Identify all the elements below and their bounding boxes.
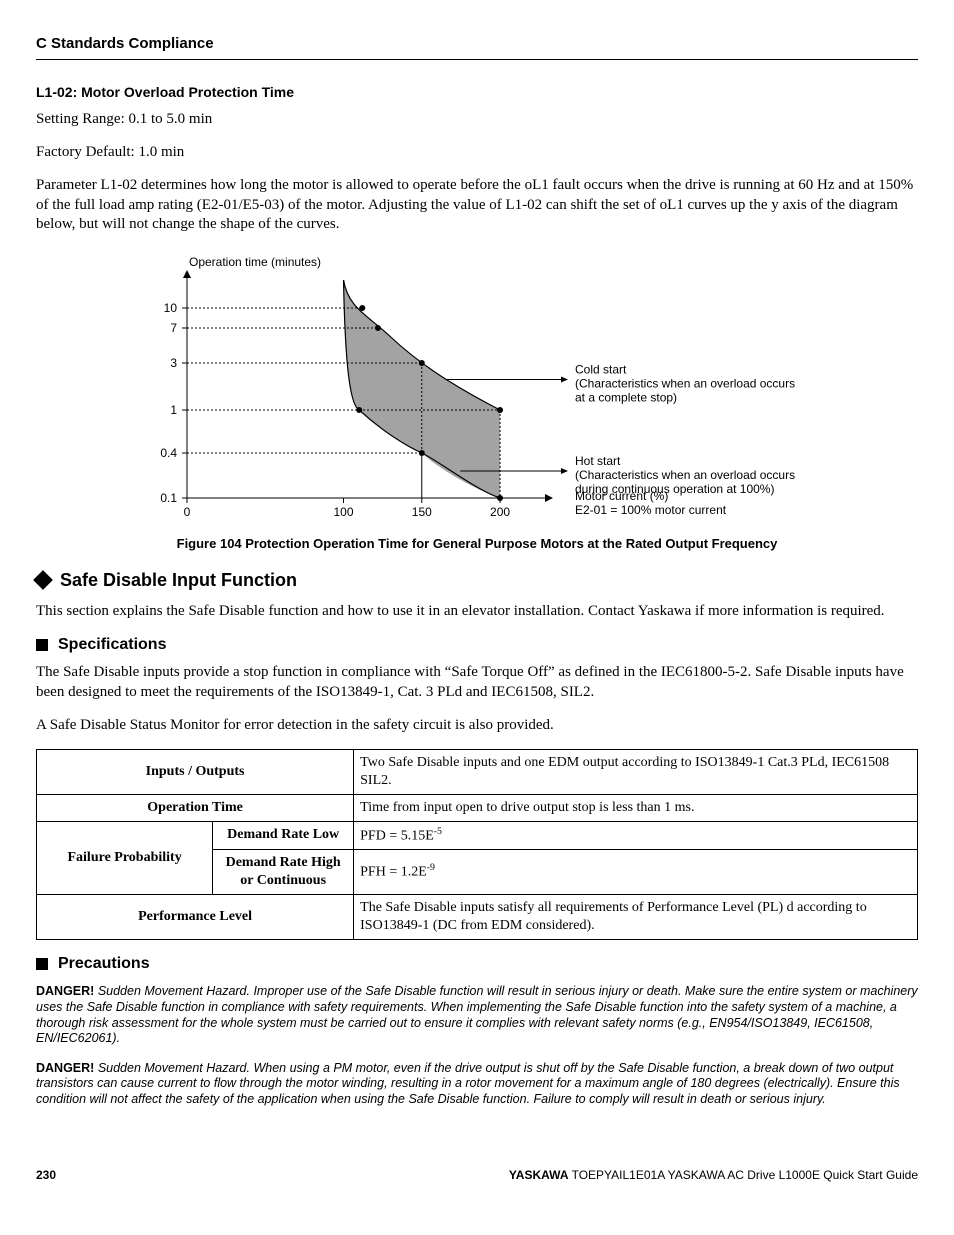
cell-perf-level-label: Performance Level [37, 895, 354, 940]
cell-optime-label: Operation Time [37, 794, 354, 821]
svg-text:7: 7 [170, 321, 177, 335]
cell-inputs-outputs-val: Two Safe Disable inputs and one EDM outp… [354, 749, 918, 794]
h3-precautions-text: Precautions [58, 954, 150, 974]
svg-text:1: 1 [170, 403, 177, 417]
cell-demand-high-val: PFH = 1.2E-9 [354, 850, 918, 895]
page-header: C Standards Compliance [36, 34, 918, 60]
danger-1-text: Sudden Movement Hazard. Improper use of … [36, 984, 918, 1045]
danger-2: DANGER! Sudden Movement Hazard. When usi… [36, 1061, 918, 1108]
danger-1: DANGER! Sudden Movement Hazard. Improper… [36, 984, 918, 1047]
table-row: Failure Probability Demand Rate Low PFD … [37, 821, 918, 850]
square-icon [36, 958, 48, 970]
cell-optime-val: Time from input open to drive output sto… [354, 794, 918, 821]
spec-p1: The Safe Disable inputs provide a stop f… [36, 663, 918, 701]
cell-perf-level-val: The Safe Disable inputs satisfy all requ… [354, 895, 918, 940]
pfd-prefix: PFD = 5.15E [360, 828, 434, 843]
l102-setting: Setting Range: 0.1 to 5.0 min [36, 110, 918, 129]
page-footer: 230 YASKAWA TOEPYAIL1E01A YASKAWA AC Dri… [36, 1168, 918, 1183]
h2-safe-disable-text: Safe Disable Input Function [60, 569, 297, 592]
svg-text:0: 0 [184, 505, 191, 519]
footer-doc-text: TOEPYAIL1E01A YASKAWA AC Drive L1000E Qu… [568, 1168, 918, 1182]
danger-2-label: DANGER! [36, 1061, 94, 1075]
danger-2-text: Sudden Movement Hazard. When using a PM … [36, 1061, 900, 1106]
cell-demand-high-label: Demand Rate High or Continuous [213, 850, 354, 895]
figure-104: 0.10.4137100100150200Operation time (min… [36, 248, 918, 528]
spec-p2: A Safe Disable Status Monitor for error … [36, 716, 918, 735]
cell-demand-low-val: PFD = 5.15E-5 [354, 821, 918, 850]
page-number: 230 [36, 1168, 56, 1183]
footer-doc: YASKAWA TOEPYAIL1E01A YASKAWA AC Drive L… [509, 1168, 918, 1183]
l102-default: Factory Default: 1.0 min [36, 143, 918, 162]
svg-text:150: 150 [412, 505, 432, 519]
square-icon [36, 639, 48, 651]
svg-text:100: 100 [334, 505, 354, 519]
pfd-exp: -5 [434, 826, 442, 837]
table-row: Inputs / Outputs Two Safe Disable inputs… [37, 749, 918, 794]
footer-brand: YASKAWA [509, 1168, 569, 1182]
svg-text:200: 200 [490, 505, 510, 519]
pfh-exp: -9 [427, 862, 435, 873]
svg-text:0.4: 0.4 [160, 446, 177, 460]
svg-text:0.1: 0.1 [160, 491, 177, 505]
figure-caption: Figure 104 Protection Operation Time for… [36, 536, 918, 553]
spec-table: Inputs / Outputs Two Safe Disable inputs… [36, 749, 918, 940]
pfh-prefix: PFH = 1.2E [360, 865, 427, 880]
svg-text:E2-01 = 100% motor current: E2-01 = 100% motor current [575, 503, 727, 517]
h2-safe-disable: Safe Disable Input Function [36, 569, 918, 592]
safe-disable-intro: This section explains the Safe Disable f… [36, 602, 918, 621]
svg-text:10: 10 [164, 301, 178, 315]
h3-specifications: Specifications [36, 635, 918, 655]
svg-text:Operation time (minutes): Operation time (minutes) [189, 255, 321, 269]
table-row: Operation Time Time from input open to d… [37, 794, 918, 821]
h3-precautions: Precautions [36, 954, 918, 974]
svg-text:Hot start: Hot start [575, 454, 621, 468]
svg-text:(Characteristics when an overl: (Characteristics when an overload occurs [575, 376, 795, 390]
h3-specifications-text: Specifications [58, 635, 166, 655]
svg-text:during continuous operation at: during continuous operation at 100%) [575, 482, 774, 496]
danger-1-label: DANGER! [36, 984, 94, 998]
svg-text:3: 3 [170, 356, 177, 370]
table-row: Performance Level The Safe Disable input… [37, 895, 918, 940]
l102-para: Parameter L1-02 determines how long the … [36, 176, 918, 234]
svg-text:at a complete stop): at a complete stop) [575, 390, 677, 404]
chart-svg: 0.10.4137100100150200Operation time (min… [117, 248, 837, 528]
h4-l102: L1-02: Motor Overload Protection Time [36, 84, 918, 102]
cell-demand-low-label: Demand Rate Low [213, 821, 354, 850]
cell-inputs-outputs-label: Inputs / Outputs [37, 749, 354, 794]
diamond-icon [33, 570, 53, 590]
svg-text:Cold start: Cold start [575, 362, 627, 376]
cell-failprob-label: Failure Probability [37, 821, 213, 894]
svg-text:(Characteristics when an overl: (Characteristics when an overload occurs [575, 468, 795, 482]
